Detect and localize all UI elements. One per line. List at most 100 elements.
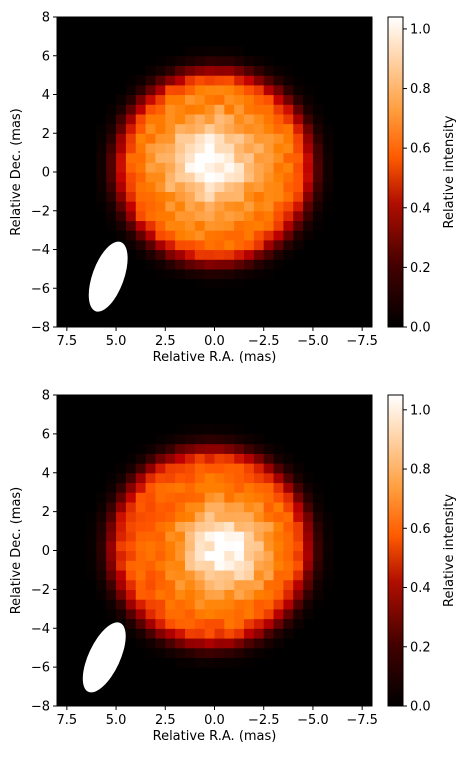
image-pixel <box>224 550 235 561</box>
image-pixel <box>96 531 107 542</box>
image-pixel <box>125 463 137 474</box>
image-pixel <box>135 472 147 484</box>
image-pixel <box>224 521 235 532</box>
image-pixel <box>263 133 275 144</box>
image-pixel <box>283 162 294 173</box>
image-pixel <box>145 482 157 493</box>
image-pixel <box>184 104 196 115</box>
colorbar <box>388 395 403 706</box>
image-pixel <box>155 501 166 513</box>
image-pixel <box>155 201 166 212</box>
image-pixel <box>322 162 334 173</box>
image-pixel <box>263 142 275 154</box>
image-pixel <box>145 162 157 173</box>
image-pixel <box>214 152 225 163</box>
image-pixel <box>165 239 176 251</box>
image-pixel <box>244 230 255 241</box>
image-pixel <box>263 220 275 231</box>
image-pixel <box>253 249 265 260</box>
image-pixel <box>214 424 225 435</box>
image-pixel <box>145 172 157 183</box>
image-pixel <box>106 589 117 600</box>
image-pixel <box>273 492 284 503</box>
image-pixel <box>234 113 245 125</box>
image-pixel <box>312 220 324 231</box>
image-pixel <box>263 113 275 125</box>
image-pixel <box>253 463 265 474</box>
image-pixel <box>145 191 157 202</box>
image-pixel <box>244 433 255 445</box>
image-pixel <box>244 482 255 493</box>
image-pixel <box>273 230 284 241</box>
image-pixel <box>253 628 265 639</box>
image-pixel <box>106 511 117 522</box>
image-pixel <box>214 647 225 659</box>
image-pixel <box>234 492 245 503</box>
image-pixel <box>263 637 275 649</box>
image-pixel <box>293 511 304 522</box>
image-pixel <box>165 172 176 183</box>
image-pixel <box>165 453 176 464</box>
image-pixel <box>175 569 186 581</box>
y-tick-label: 4 <box>42 88 50 103</box>
image-pixel <box>244 172 255 183</box>
image-pixel <box>234 94 245 105</box>
image-pixel <box>175 463 186 474</box>
image-pixel <box>224 618 235 629</box>
image-pixel <box>184 443 196 454</box>
image-pixel <box>155 453 166 464</box>
image-pixel <box>145 123 157 134</box>
image-pixel <box>125 220 137 231</box>
image-pixel <box>273 463 284 474</box>
image-pixel <box>175 65 186 76</box>
image-pixel <box>234 463 245 474</box>
image-pixel <box>273 589 284 600</box>
colorbar <box>388 17 403 327</box>
image-pixel <box>283 482 294 493</box>
image-pixel <box>204 424 216 435</box>
image-pixel <box>165 249 176 260</box>
image-pixel <box>135 560 147 571</box>
image-pixel <box>155 172 166 183</box>
image-pixel <box>145 501 157 513</box>
image-pixel <box>263 599 275 610</box>
image-pixel <box>303 172 314 183</box>
image-pixel <box>165 65 176 76</box>
image-pixel <box>214 65 225 76</box>
colorbar-label: Relative intensity <box>442 115 457 228</box>
image-pixel <box>244 453 255 464</box>
colorbar-tick-label: 0.6 <box>410 522 431 537</box>
image-pixel <box>155 239 166 251</box>
image-pixel <box>145 453 157 464</box>
image-pixel <box>204 75 216 86</box>
image-pixel <box>155 104 166 115</box>
image-pixel <box>155 142 166 154</box>
image-pixel <box>312 579 324 590</box>
image-pixel <box>155 647 166 659</box>
image-pixel <box>244 239 255 251</box>
image-pixel <box>234 278 245 289</box>
image-pixel <box>224 65 235 76</box>
image-pixel <box>263 589 275 600</box>
image-pixel <box>214 657 225 668</box>
image-pixel <box>234 540 245 552</box>
y-tick-label: 0 <box>42 544 50 559</box>
image-pixel <box>253 94 265 105</box>
image-pixel <box>312 482 324 493</box>
image-pixel <box>224 531 235 542</box>
image-pixel <box>194 657 206 668</box>
image-pixel <box>116 482 127 493</box>
image-pixel <box>155 472 166 484</box>
image-pixel <box>263 443 275 454</box>
image-pixel <box>184 608 196 620</box>
image-pixel <box>293 84 304 96</box>
image-pixel <box>106 201 117 212</box>
image-pixel <box>214 142 225 154</box>
colorbar-tick-label: 0.8 <box>410 463 431 478</box>
image-pixel <box>175 521 186 532</box>
image-pixel <box>204 172 216 183</box>
image-pixel <box>273 210 284 222</box>
colorbar-frame <box>387 16 404 328</box>
image-pixel <box>244 162 255 173</box>
image-pixel <box>184 191 196 202</box>
